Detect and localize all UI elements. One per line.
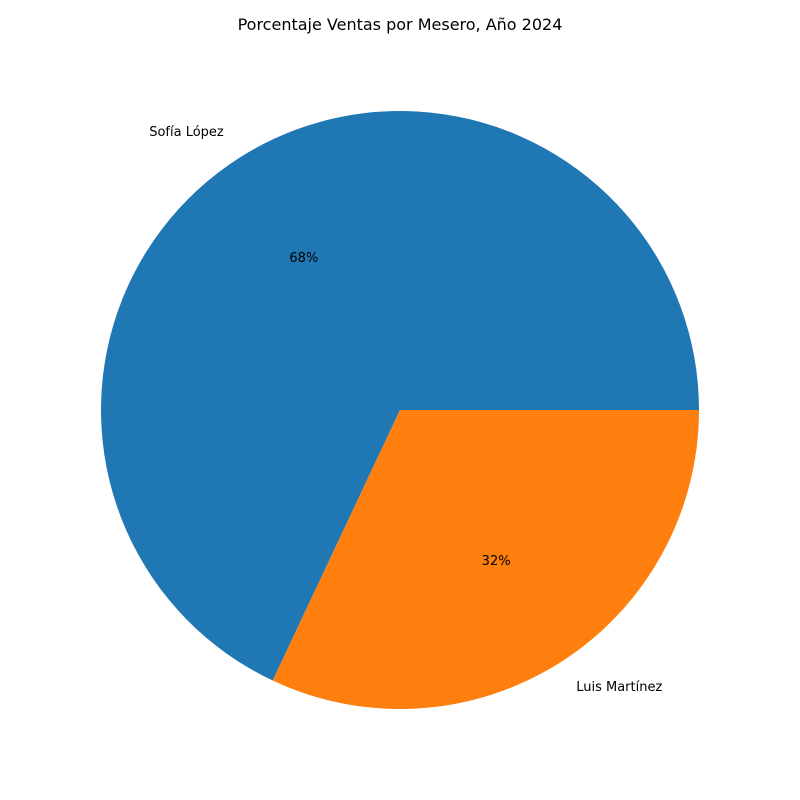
slice-label-sofia-lopez: Sofía López	[149, 125, 224, 140]
pct-label-luis-martinez: 32%	[482, 554, 511, 569]
pie-slices	[100, 110, 699, 709]
pie-slice-sofia-lopez	[100, 110, 699, 681]
pie-labels: 68% Sofía López 32% Luis Martínez	[149, 125, 662, 695]
pct-label-sofia-lopez: 68%	[289, 251, 318, 266]
slice-label-luis-martinez: Luis Martínez	[576, 680, 662, 695]
chart-title: Porcentaje Ventas por Mesero, Año 2024	[238, 15, 563, 34]
pie-slice-luis-martinez	[272, 410, 699, 709]
